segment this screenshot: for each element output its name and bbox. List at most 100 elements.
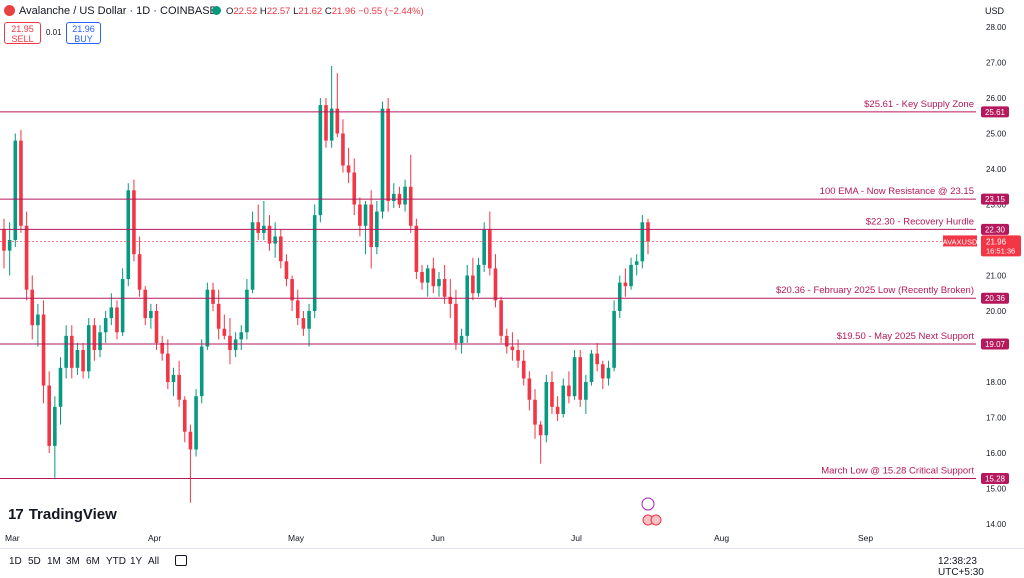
candle-body bbox=[510, 346, 515, 351]
level-price-tag-text: 15.28 bbox=[985, 475, 1006, 484]
candle-body bbox=[211, 289, 215, 304]
x-tick-label: Sep bbox=[858, 533, 873, 543]
candle-body bbox=[177, 374, 181, 400]
candle-body bbox=[471, 275, 475, 294]
range-1m-button[interactable]: 1M bbox=[47, 556, 61, 567]
candle-body bbox=[544, 382, 549, 436]
y-tick-label: 28.00 bbox=[986, 23, 1007, 32]
candle-body bbox=[284, 261, 289, 280]
avalanche-logo-icon bbox=[4, 5, 15, 16]
level-label: $22.30 - Recovery Hurdle bbox=[866, 216, 974, 227]
clock-timezone[interactable]: 12:38:23 UTC+5:30 bbox=[938, 556, 984, 578]
economic-event-icon bbox=[650, 514, 662, 526]
low-value: 21.62 bbox=[298, 6, 323, 17]
candle-body bbox=[567, 385, 571, 397]
candle-body bbox=[295, 300, 300, 319]
candle-body bbox=[646, 222, 650, 242]
candle-body bbox=[126, 190, 131, 280]
candle-body bbox=[329, 108, 334, 141]
tradingview-logo[interactable]: 17 TradingView bbox=[8, 506, 117, 523]
range-6m-button[interactable]: 6M bbox=[86, 556, 100, 567]
range-all-button[interactable]: All bbox=[148, 556, 160, 567]
close-label: C bbox=[324, 6, 332, 17]
candle-body bbox=[550, 382, 554, 407]
candle-body bbox=[256, 222, 261, 233]
candle-body bbox=[465, 275, 470, 336]
candle-body bbox=[273, 236, 277, 244]
price-chart[interactable]: 14.0015.0016.0017.0018.0019.0020.0021.00… bbox=[0, 0, 1024, 548]
candle-body bbox=[493, 268, 498, 301]
candle-body bbox=[137, 254, 142, 290]
range-ytd-button[interactable]: YTD bbox=[106, 556, 126, 567]
candle-body bbox=[267, 225, 272, 244]
candle-body bbox=[222, 328, 227, 336]
candle-body bbox=[143, 289, 148, 319]
candle-body bbox=[290, 279, 294, 301]
level-price-tag bbox=[981, 473, 1009, 485]
countdown-value: 16:51:36 bbox=[986, 246, 1015, 255]
candle-body bbox=[24, 225, 29, 290]
level-label: $19.50 - May 2025 Next Support bbox=[837, 331, 975, 342]
y-tick-label: 14.00 bbox=[986, 520, 1007, 529]
candle-body bbox=[41, 314, 46, 386]
symbol-tag-text: AVAXUSD bbox=[943, 237, 978, 246]
candle-body bbox=[182, 399, 187, 432]
candle-body bbox=[250, 222, 255, 290]
candle-body bbox=[233, 339, 238, 351]
candle-body bbox=[115, 307, 119, 333]
candle-body bbox=[352, 172, 357, 205]
level-label: 100 EMA - Now Resistance @ 23.15 bbox=[820, 186, 974, 197]
candle-body bbox=[476, 264, 481, 294]
level-price-tag-text: 20.36 bbox=[985, 294, 1006, 303]
range-1y-button[interactable]: 1Y bbox=[130, 556, 143, 567]
candle-body bbox=[538, 424, 543, 436]
sell-button[interactable]: 21.95 SELL bbox=[4, 22, 41, 44]
candle-body bbox=[516, 350, 520, 361]
buy-button[interactable]: 21.96 BUY bbox=[66, 22, 101, 44]
logo-text: TradingView bbox=[28, 506, 117, 523]
candle-body bbox=[527, 378, 532, 400]
candle-body bbox=[75, 350, 80, 368]
candle-body bbox=[318, 105, 323, 216]
x-tick-label: Aug bbox=[714, 533, 729, 543]
candle-body bbox=[335, 108, 340, 134]
candle-body bbox=[431, 268, 436, 287]
range-1d-button[interactable]: 1D bbox=[9, 556, 22, 567]
candle-body bbox=[403, 186, 407, 205]
candle-body bbox=[86, 325, 91, 372]
y-tick-label: 20.00 bbox=[986, 307, 1007, 316]
candle-body bbox=[7, 240, 12, 251]
open-label: O bbox=[226, 6, 234, 17]
candle-body bbox=[448, 296, 453, 304]
candle-body bbox=[216, 303, 221, 329]
level-price-tag-text: 25.61 bbox=[985, 108, 1006, 117]
x-tick-label: Apr bbox=[148, 533, 161, 543]
currency-label[interactable]: USD bbox=[985, 6, 1005, 16]
level-price-tag-text: 22.30 bbox=[985, 225, 1006, 234]
level-price-tag-text: 19.07 bbox=[985, 340, 1006, 349]
candle-body bbox=[58, 367, 63, 407]
candle-body bbox=[414, 225, 419, 272]
candle-body bbox=[245, 289, 249, 333]
range-5d-button[interactable]: 5D bbox=[28, 556, 41, 567]
level-label: $20.36 - February 2025 Low (Recently Bro… bbox=[776, 285, 974, 296]
candle-body bbox=[341, 133, 345, 166]
y-tick-label: 26.00 bbox=[986, 94, 1007, 103]
candle-body bbox=[92, 325, 97, 351]
change-value: −0.55 (−2.44%) bbox=[358, 6, 424, 17]
candle-body bbox=[228, 335, 232, 351]
candle-body bbox=[425, 268, 430, 283]
y-tick-label: 15.00 bbox=[986, 485, 1007, 494]
candle-body bbox=[521, 360, 526, 379]
candle-body bbox=[301, 318, 306, 329]
range-3m-button[interactable]: 3M bbox=[66, 556, 80, 567]
x-tick-label: Jun bbox=[431, 533, 445, 543]
symbol-title[interactable]: Avalanche / US Dollar · 1D · COINBASE bbox=[19, 5, 217, 17]
last-price-value: 21.96 bbox=[986, 237, 1007, 246]
candle-body bbox=[36, 314, 40, 326]
goto-date-icon[interactable] bbox=[175, 555, 187, 566]
candle-body bbox=[369, 204, 373, 248]
candle-body bbox=[103, 318, 108, 333]
market-open-status-icon bbox=[212, 6, 221, 15]
candle-body bbox=[504, 335, 509, 347]
